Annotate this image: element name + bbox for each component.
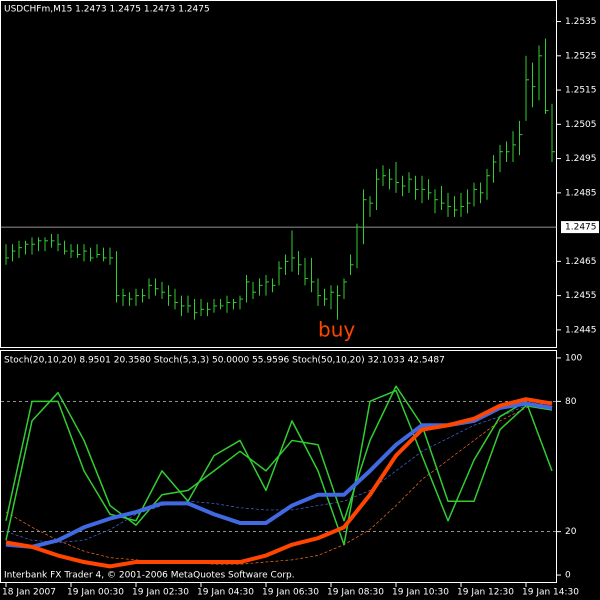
y-tick-label: 1.2535 (565, 17, 597, 27)
current-price-box (561, 221, 599, 234)
y-tick-label: 80 (565, 397, 577, 407)
price-panel-frame (0, 0, 557, 348)
y-tick-label: 1.2505 (565, 120, 597, 130)
x-tick-label: 19 Jan 00:30 (67, 588, 124, 598)
current-price-label: 1.2475 (565, 223, 597, 233)
price-title: USDCHFm,M15 1.2473 1.2475 1.2473 1.2475 (4, 5, 210, 15)
x-tick-label: 19 Jan 04:30 (197, 588, 254, 598)
footer: Interbank FX Trader 4, © 2001-2006 MetaQ… (4, 571, 295, 581)
oscillator-line (5, 389, 553, 546)
y-tick-label: 1.2515 (565, 86, 597, 96)
oscillator-line (5, 401, 553, 543)
y-tick-label: 1.2445 (565, 325, 597, 335)
oscillator-line (5, 401, 553, 565)
x-tick-label: 19 Jan 02:30 (132, 588, 189, 598)
annotation: buy (318, 318, 355, 342)
oscillator-title: Stoch(20,10,20) 8.9501 20.3580 Stoch(5,3… (4, 356, 445, 366)
y-tick-label: 1.2525 (565, 51, 597, 61)
y-tick-label: 100 (565, 353, 582, 363)
x-tick-label: 19 Jan 08:30 (327, 588, 384, 598)
x-tick-label: 19 Jan 06:30 (262, 588, 319, 598)
y-tick-label: 0 (565, 571, 571, 581)
y-tick-label: 1.2495 (565, 154, 597, 164)
x-tick-label: 19 Jan 14:30 (522, 588, 579, 598)
y-tick-label: 1.2465 (565, 257, 597, 267)
x-tick-label: 19 Jan 12:30 (457, 588, 514, 598)
oscillator-line (5, 397, 553, 569)
y-tick-label: 1.2485 (565, 188, 597, 198)
x-tick-label: 18 Jan 2007 (2, 588, 56, 598)
y-tick-label: 20 (565, 527, 577, 537)
oscillator-panel-frame (0, 350, 557, 583)
y-tick-label: 1.2455 (565, 291, 597, 301)
x-tick-label: 19 Jan 10:30 (392, 588, 449, 598)
